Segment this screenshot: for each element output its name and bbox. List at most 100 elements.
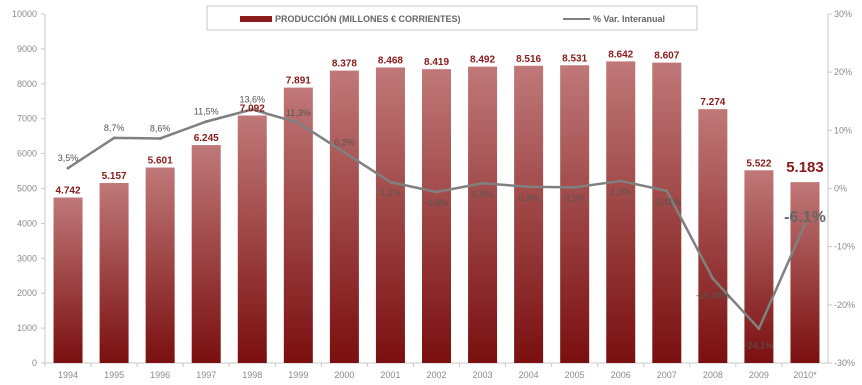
y-right-tick-label: -30%: [834, 358, 855, 368]
bar-value-label: 8.492: [470, 55, 495, 66]
x-tick-label: 1996: [150, 370, 170, 380]
bar: [145, 167, 175, 363]
legend-bar-swatch: [240, 16, 272, 22]
variation-value-label: 0,2%: [564, 193, 585, 203]
variation-value-label: 8,6%: [150, 123, 171, 133]
variation-point: [803, 222, 807, 226]
bar-value-label: 7.891: [286, 76, 311, 87]
variation-value-label: -0,41%: [653, 197, 682, 207]
variation-value-label: 0,9%: [472, 189, 493, 199]
bar-value-label: 8.516: [516, 54, 541, 65]
legend-box: [206, 5, 698, 31]
x-tick-label: 1998: [242, 370, 262, 380]
y-left-tick-label: 1000: [17, 323, 37, 333]
bar: [283, 87, 313, 364]
variation-point: [573, 185, 577, 189]
variation-value-label: -15,48%: [696, 291, 730, 301]
y-right-tick-label: -20%: [834, 300, 855, 310]
variation-point: [388, 180, 392, 184]
x-tick-label: 2008: [703, 370, 723, 380]
variation-point: [481, 181, 485, 185]
x-tick-label: 1995: [104, 370, 124, 380]
x-tick-label: 2002: [426, 370, 446, 380]
y-left-tick-label: 7000: [17, 114, 37, 124]
bar-value-label: 8.607: [654, 51, 679, 62]
y-left-tick-label: 2000: [17, 288, 37, 298]
bar-value-label: 4.742: [56, 186, 81, 197]
variation-point: [250, 107, 254, 111]
bar: [790, 182, 820, 363]
x-tick-label: 2005: [565, 370, 585, 380]
bar: [53, 197, 83, 363]
bar: [652, 62, 682, 364]
variation-point: [435, 190, 438, 194]
bar: [698, 109, 728, 364]
variation-value-label: 1,3%: [610, 187, 631, 197]
variation-point: [66, 166, 70, 170]
x-tick-label: 2007: [657, 370, 677, 380]
variation-point: [665, 189, 669, 193]
bar-value-label: 7.274: [700, 97, 725, 108]
axes: 0 1000 2000 3000 4000 5000 6000 7000 8000 9000 100…: [12, 9, 855, 380]
y-left-tick-label: 0: [32, 358, 37, 368]
bar-value-label: 8.531: [562, 53, 587, 64]
variation-value-label: 11,3%: [286, 108, 311, 118]
bar-value-label: 5.522: [746, 158, 771, 169]
x-tick-label: 1997: [196, 370, 216, 380]
variation-value-label: 0,3%: [518, 193, 539, 203]
y-right-tick-label: 0%: [834, 184, 847, 194]
x-tick-label: 1994: [58, 370, 78, 380]
variation-value-label: -6.1%: [784, 209, 826, 226]
variation-point: [342, 150, 346, 154]
bar-value-label: 5.183: [786, 159, 824, 176]
bar-value-label: 5.157: [102, 171, 127, 182]
y-left-tick-label: 10000: [12, 9, 37, 19]
bar-value-label: 6.245: [194, 133, 219, 144]
x-tick-label: 2006: [611, 370, 631, 380]
variation-point: [711, 277, 715, 281]
x-tick-label: 2000: [334, 370, 354, 380]
legend-line-label: % Var. Interanual: [593, 14, 665, 24]
variation-value-label: 1,1%: [380, 188, 401, 198]
y-left-tick-label: 5000: [17, 184, 37, 194]
y-right-tick-label: 20%: [834, 67, 852, 77]
y-left-tick-label: 6000: [17, 149, 37, 159]
bar: [468, 66, 498, 363]
variation-point: [757, 327, 761, 331]
bar-value-label: 8.378: [332, 59, 357, 70]
bar: [237, 115, 267, 363]
legend: PRODUCCIÓN (MILLONES € CORRIENTES) % Var…: [206, 5, 698, 31]
x-tick-label: 2010*: [793, 370, 817, 380]
variation-value-label: 3,5%: [58, 153, 79, 163]
x-tick-label: 2009: [749, 370, 769, 380]
y-right-tick-label: 10%: [834, 125, 852, 135]
variation-point: [619, 179, 623, 183]
bar-value-label: 8.642: [608, 49, 633, 60]
y-left-tick-label: 9000: [17, 44, 37, 54]
bar: [744, 170, 774, 363]
bar: [329, 70, 359, 364]
x-tick-label: 2004: [519, 370, 539, 380]
bar-value-label: 8.419: [424, 57, 449, 68]
bar-value-label: 7.092: [240, 103, 265, 114]
data-labels: 4.742 5.157 5.601 6.245 7.092 7.891 8.378 8.468…: [56, 49, 826, 350]
variation-value-label: 13,6%: [239, 94, 265, 104]
variation-point: [204, 120, 208, 124]
variation-value-label: 11,5%: [194, 107, 219, 117]
variation-point: [527, 185, 531, 189]
variation-value-label: -24,1%: [745, 341, 774, 351]
bar: [514, 65, 544, 364]
variation-point: [112, 136, 116, 140]
variation-point: [158, 136, 162, 140]
bar: [375, 67, 405, 363]
x-tick-label: 1999: [288, 370, 308, 380]
legend-bar-label: PRODUCCIÓN (MILLONES € CORRIENTES): [275, 13, 461, 24]
x-tick-label: 2001: [380, 370, 400, 380]
y-left-tick-label: 8000: [17, 79, 37, 89]
x-tick-label: 2003: [473, 370, 493, 380]
bar-value-label: 8.468: [378, 55, 403, 66]
variation-line: [66, 107, 807, 331]
bar: [422, 69, 451, 363]
y-left-tick-label: 4000: [17, 218, 37, 228]
